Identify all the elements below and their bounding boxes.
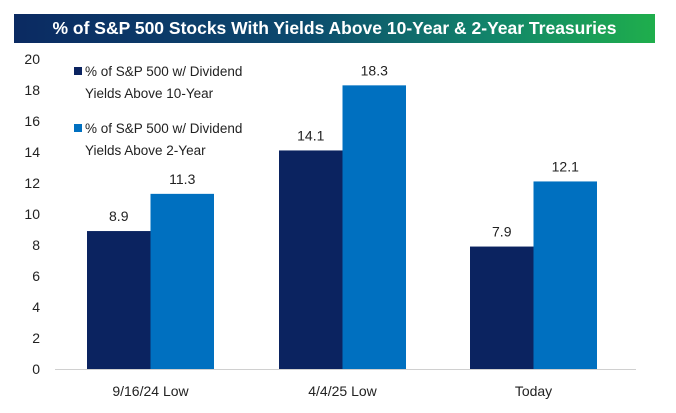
y-tick-label: 18 bbox=[24, 82, 40, 98]
bar-2-year bbox=[342, 85, 406, 369]
legend-swatch bbox=[74, 124, 82, 132]
y-tick-label: 14 bbox=[24, 144, 40, 160]
x-tick-label: 4/4/25 Low bbox=[308, 383, 377, 399]
legend-label: Yields Above 2-Year bbox=[85, 143, 206, 158]
bar-2-year bbox=[533, 181, 597, 369]
data-label: 7.9 bbox=[492, 224, 512, 240]
y-tick-label: 0 bbox=[32, 361, 40, 377]
data-label: 12.1 bbox=[552, 158, 579, 174]
y-tick-label: 2 bbox=[32, 330, 40, 346]
chart-title: % of S&P 500 Stocks With Yields Above 10… bbox=[14, 14, 655, 43]
data-label: 18.3 bbox=[361, 62, 388, 78]
bar-10-year bbox=[279, 150, 343, 369]
legend-label: Yields Above 10-Year bbox=[85, 86, 214, 101]
x-tick-label: Today bbox=[515, 383, 552, 399]
y-tick-label: 6 bbox=[32, 268, 40, 284]
legend-swatch bbox=[74, 67, 82, 75]
data-label: 11.3 bbox=[169, 171, 195, 187]
bar-10-year bbox=[87, 231, 151, 369]
bar-2-year bbox=[150, 193, 214, 369]
data-label: 14.1 bbox=[297, 127, 324, 143]
bar-10-year bbox=[470, 246, 534, 369]
legend-label: % of S&P 500 w/ Dividend bbox=[85, 121, 242, 136]
y-tick-label: 12 bbox=[24, 175, 40, 191]
y-tick-label: 16 bbox=[24, 113, 40, 129]
y-tick-label: 20 bbox=[24, 51, 40, 67]
data-label: 8.9 bbox=[109, 208, 129, 224]
y-tick-label: 10 bbox=[24, 206, 40, 222]
y-tick-label: 4 bbox=[32, 299, 40, 315]
legend-label: % of S&P 500 w/ Dividend bbox=[85, 64, 242, 79]
y-tick-label: 8 bbox=[32, 237, 40, 253]
x-tick-label: 9/16/24 Low bbox=[112, 383, 189, 399]
